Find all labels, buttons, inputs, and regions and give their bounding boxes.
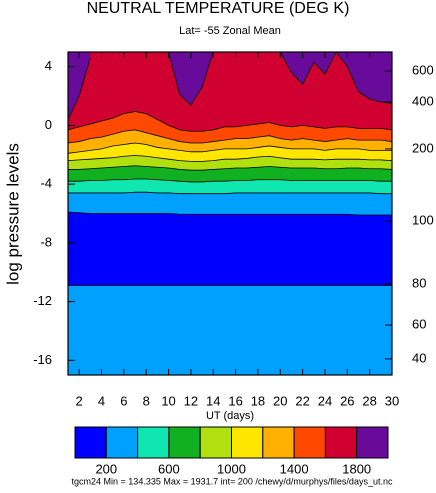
colorbar-box [293, 426, 326, 459]
y2-tick-label: 400 [412, 93, 434, 108]
x-tick-label: 12 [184, 393, 198, 408]
colorbar-box [74, 426, 107, 459]
y2-tick-label: 60 [412, 317, 426, 332]
colorbar-box [168, 426, 201, 459]
colorbar-box [137, 426, 170, 459]
y-tick-label: -12 [33, 293, 52, 308]
x-tick-label: 20 [273, 393, 287, 408]
x-tick-label: 24 [318, 393, 332, 408]
y2-tick-label: 200 [412, 140, 434, 155]
chart-title: NEUTRAL TEMPERATURE (DEG K) [87, 0, 350, 17]
contour-line [68, 155, 392, 162]
y-tick-label: -4 [40, 176, 52, 191]
x-tick-label: 16 [228, 393, 242, 408]
y2-tick-label: 100 [412, 212, 434, 227]
x-tick-label: 26 [340, 393, 354, 408]
colorbar-label: 1400 [280, 461, 309, 476]
plot-area [68, 52, 392, 375]
footer: tgcm24 Min = 134.335 Max = 1931.7 int= 2… [72, 476, 393, 486]
x-tick-label: 8 [143, 393, 150, 408]
y-tick-label: 4 [45, 58, 52, 73]
colorbar-label: 600 [158, 461, 180, 476]
contour-line [68, 211, 392, 216]
contour-line [68, 178, 392, 183]
x-tick-label: 6 [120, 393, 127, 408]
x-axis-label: UT (days) [206, 410, 254, 422]
y-tick-label: -8 [40, 234, 52, 249]
y-tick-label: -16 [33, 352, 52, 367]
colorbar-label: 200 [95, 461, 117, 476]
colorbar-box [105, 426, 139, 459]
chart-subtitle: Lat= -55 Zonal Mean [179, 25, 281, 37]
x-tick-label: 10 [161, 393, 175, 408]
x-tick-label: 18 [251, 393, 265, 408]
y2-tick-label: 40 [412, 350, 426, 365]
contour-fill [68, 52, 392, 120]
colorbar-label: 1000 [217, 461, 246, 476]
x-tick-label: 28 [362, 393, 376, 408]
contour-line [68, 191, 392, 195]
contour-line [68, 129, 392, 144]
x-tick-label: 4 [98, 393, 105, 408]
x-tick-label: 30 [385, 393, 399, 408]
colorbar-box [199, 426, 232, 459]
y-tick-label: 0 [45, 117, 52, 132]
colorbar-box [231, 426, 264, 459]
contour-line [68, 111, 392, 132]
colorbar-box [324, 426, 358, 459]
contour-line [68, 165, 392, 171]
y-axis-label: log pressure levels [3, 143, 22, 285]
contour-line [68, 52, 392, 120]
y2-tick-label: 600 [412, 63, 434, 78]
colorbar-box [356, 426, 389, 459]
contour-fill [68, 52, 392, 132]
contour-line [68, 142, 392, 154]
x-tick-label: 2 [76, 393, 83, 408]
y2-tick-label: 80 [412, 275, 426, 290]
colorbar-box [262, 426, 295, 459]
x-tick-label: 22 [295, 393, 309, 408]
colorbar-label: 1800 [342, 461, 371, 476]
x-tick-label: 14 [206, 393, 220, 408]
plot-frame [67, 51, 393, 376]
